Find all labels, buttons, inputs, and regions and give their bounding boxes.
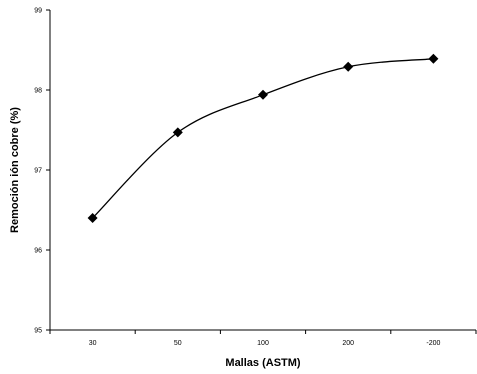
x-axis-title: Mallas (ASTM) (225, 357, 301, 369)
y-tick-label: 98 (34, 88, 42, 95)
plot-area: 95 96 97 98 99 30 50 100 200 -200 (34, 8, 477, 347)
x-tick-label: 200 (342, 340, 354, 347)
x-tick-label: -200 (426, 340, 440, 347)
y-tick-label: 96 (34, 248, 42, 255)
data-point (428, 53, 439, 64)
x-ticks: 30 50 100 200 -200 (49, 330, 477, 347)
y-tick-label: 99 (34, 8, 42, 15)
series-line (92, 58, 434, 219)
y-tick-label: 95 (34, 328, 42, 335)
y-tick-label: 97 (34, 168, 42, 175)
y-axis-title: Remoción ión cobre (%) (9, 107, 21, 233)
data-point (87, 213, 98, 223)
data-point (172, 127, 183, 138)
y-ticks: 95 96 97 98 99 (34, 8, 50, 335)
x-tick-label: 30 (89, 340, 97, 347)
x-tick-label: 50 (174, 340, 182, 347)
x-tick-label: 100 (257, 340, 269, 347)
data-point (343, 61, 354, 72)
data-point (258, 89, 268, 100)
data-markers (87, 53, 439, 223)
